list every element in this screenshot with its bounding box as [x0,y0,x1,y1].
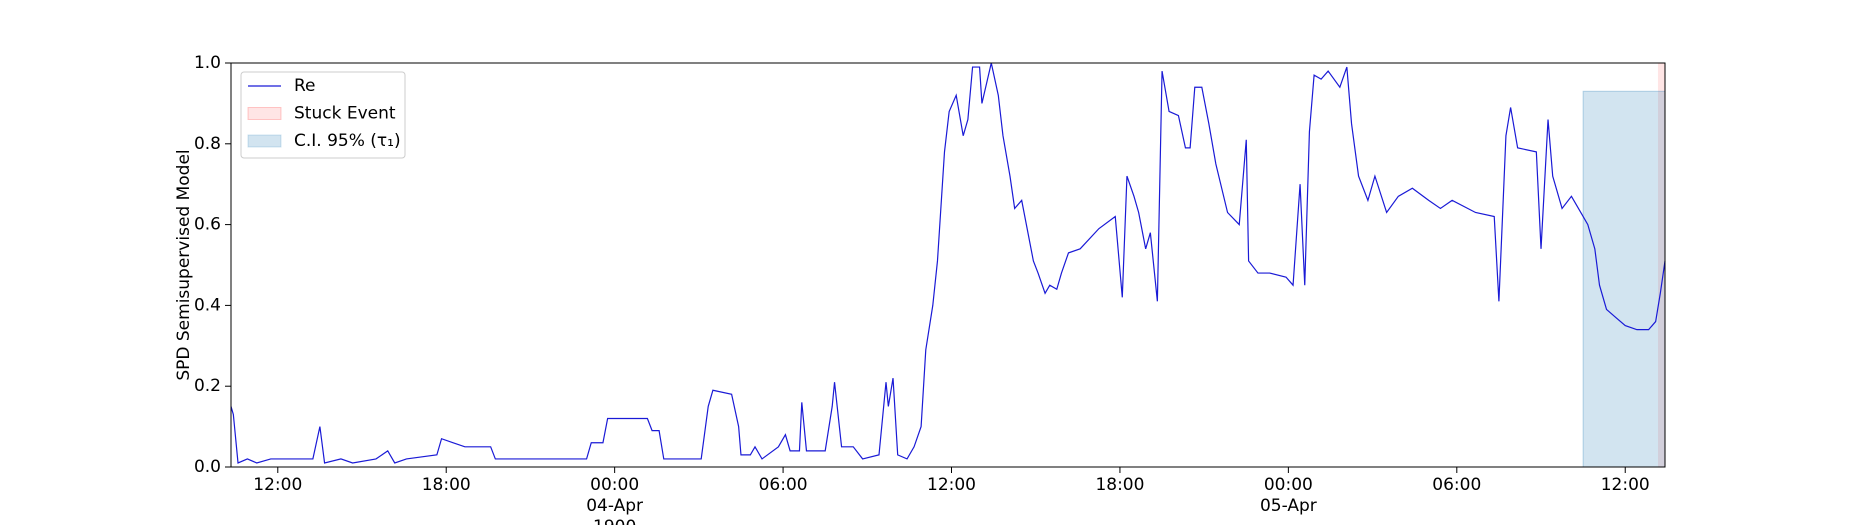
x-tick-label: 12:00 [1600,475,1650,495]
x-tick-label: 12:00 [927,475,976,495]
y-tick-label: 0.6 [194,215,221,235]
legend-frame [240,71,406,159]
y-tick-label: 0.0 [194,457,221,477]
y-tick-label: 0.8 [194,134,221,154]
x-tick-label: 00:00 04-Apr 1900 [586,475,644,525]
x-tick-label: 06:00 [1432,475,1482,495]
legend-patch [247,107,282,120]
y-tick-label: 1.0 [194,53,221,73]
legend-patch [247,134,282,148]
x-tick-label: 18:00 [421,475,471,495]
span [1657,63,1665,467]
y-tick-label: 0.4 [194,295,221,315]
x-tick-label: 06:00 [758,475,808,495]
legend-label: C.I. 95% (τ₁) [294,131,401,151]
legend-label: Stuck Event [294,104,396,124]
x-tick-label: 12:00 [253,475,303,495]
x-tick-label: 00:00 05-Apr [1259,475,1317,516]
data-line [230,62,1666,464]
span [1582,90,1666,468]
x-tick-label: 18:00 [1095,475,1145,495]
y-axis-label: SPD Semisupervised Model [174,149,194,380]
axes-frame [230,62,1666,468]
y-tick-label: 0.2 [194,376,221,396]
legend: Re Stuck Event C.I. 95% (τ₁) [240,71,406,159]
legend-label: Re [294,76,316,96]
